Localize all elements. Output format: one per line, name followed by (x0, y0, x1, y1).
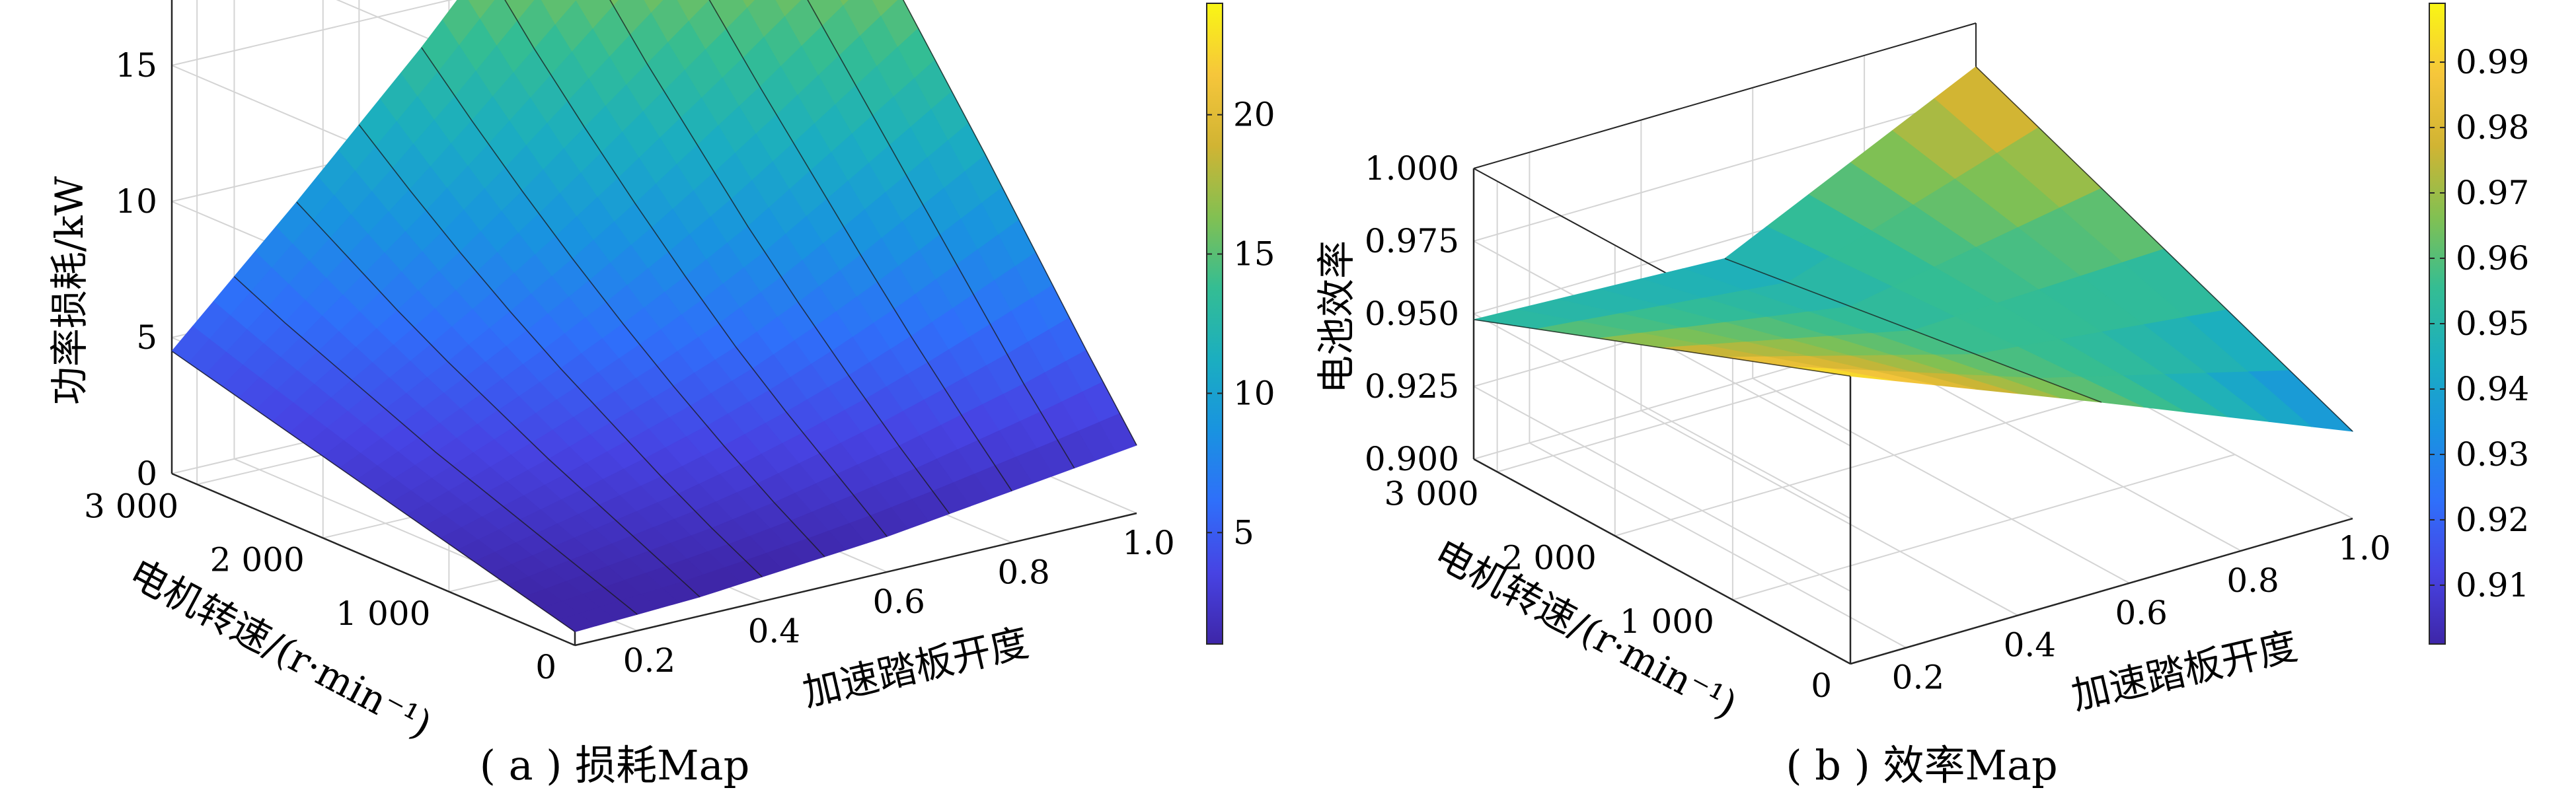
y-tick-label: 1 000 (1620, 602, 1714, 641)
x-tick-label: 1.0 (2338, 529, 2391, 567)
x-tick-label: 0.6 (872, 583, 925, 621)
colorbar-tick-label: 0.98 (2456, 108, 2529, 147)
y-tick-label: 0 (1811, 666, 1832, 705)
axis-line (574, 512, 1137, 647)
surface-mesh-line (233, 276, 638, 615)
x-tick-label: 0.4 (748, 612, 801, 650)
surface-mesh-line (1473, 319, 1851, 377)
surface-mesh-line (902, 0, 1137, 446)
y-tick-label: 2 000 (1502, 538, 1597, 577)
colorbar-tick-label: 0.91 (2456, 566, 2529, 604)
z-tick-label: 5 (136, 318, 157, 357)
surface-mesh-line (296, 201, 701, 598)
surface-mesh-line (421, 47, 825, 557)
surface-patch (741, 0, 756, 9)
axis-line (171, 472, 576, 647)
grid-line (1473, 313, 1851, 519)
z-tick-label: 0.900 (1365, 440, 1459, 478)
colorbar-tick-label: 0.95 (2456, 305, 2529, 343)
surface-mesh-line (358, 124, 763, 577)
axis-line (1473, 458, 1851, 665)
surface-mesh-line (807, 0, 1075, 469)
colorbar-tick-label: 0.93 (2456, 435, 2529, 474)
grid-line (1614, 390, 2118, 537)
grid-line (1732, 454, 2236, 601)
colorbar-tick-label: 0.96 (2456, 239, 2529, 277)
axis-line (1473, 22, 1977, 169)
chart-efficiency-map: 0.9000.9250.9500.9751.0000.20.40.60.81.0… (1314, 3, 2529, 728)
colorbar (1206, 3, 1223, 645)
x-tick-label: 0.8 (2226, 561, 2279, 600)
y-tick-label: 3 000 (1384, 474, 1478, 513)
caption-a: ( a ) 损耗Map (480, 741, 750, 789)
x-tick-label: 0.6 (2115, 594, 2168, 632)
colorbar-tick-label: 10 (1233, 374, 1275, 412)
surface-mesh-line (1975, 66, 2353, 432)
z-tick-label: 0.975 (1365, 222, 1459, 260)
colorbar-tick-label: 20 (1233, 96, 1275, 134)
colorbar-tick-label: 0.97 (2456, 174, 2529, 212)
z-tick-label: 0.950 (1365, 295, 1459, 333)
z-tick-label: 1.000 (1365, 149, 1459, 188)
surface-mesh-line (1724, 258, 2102, 403)
surface-mesh-line (171, 350, 576, 633)
surface-patch (839, 0, 850, 7)
x-tick-label: 0.4 (2004, 626, 2057, 664)
colorbar-tick-label: 0.92 (2456, 501, 2529, 539)
x-tick-label: 0.8 (997, 553, 1050, 591)
grid-line (1640, 410, 2018, 616)
grid-line (1752, 377, 2130, 584)
z-axis-label: 电池效率 (1314, 240, 1359, 394)
surface-mesh-line (609, 0, 950, 515)
grid-line (1473, 386, 1851, 592)
grid-line (1529, 442, 1907, 649)
surface-patch (643, 0, 664, 14)
y-tick-label: 1 000 (336, 594, 430, 633)
z-axis-label: 功率损耗/kW (47, 176, 92, 405)
y-tick-label: 0 (535, 648, 556, 686)
colorbar-tick-label: 0.99 (2456, 43, 2529, 81)
grid-line (1473, 95, 1977, 242)
z-tick-label: 0 (136, 454, 157, 493)
y-tick-label: 3 000 (84, 487, 178, 525)
axis-line (1850, 517, 2353, 665)
colorbar-tick-label: 5 (1233, 513, 1254, 552)
surface-patch (609, 0, 620, 7)
colorbar-tick-label: 0.94 (2456, 370, 2529, 408)
z-tick-label: 15 (115, 46, 157, 85)
z-tick-label: 10 (115, 182, 157, 221)
x-tick-label: 1.0 (1122, 524, 1175, 562)
z-tick-label: 0.925 (1365, 367, 1459, 406)
x-tick-label: 0.2 (623, 641, 676, 680)
grid-line (171, 0, 453, 66)
y-tick-label: 2 000 (210, 541, 305, 579)
surface-mesh-line (708, 0, 1012, 491)
surface-mesh-line (504, 0, 888, 537)
x-tick-label: 0.2 (1892, 659, 1945, 697)
colorbar-tick-label: 15 (1233, 235, 1275, 273)
caption-b: ( b ) 效率Map (1786, 741, 2057, 789)
